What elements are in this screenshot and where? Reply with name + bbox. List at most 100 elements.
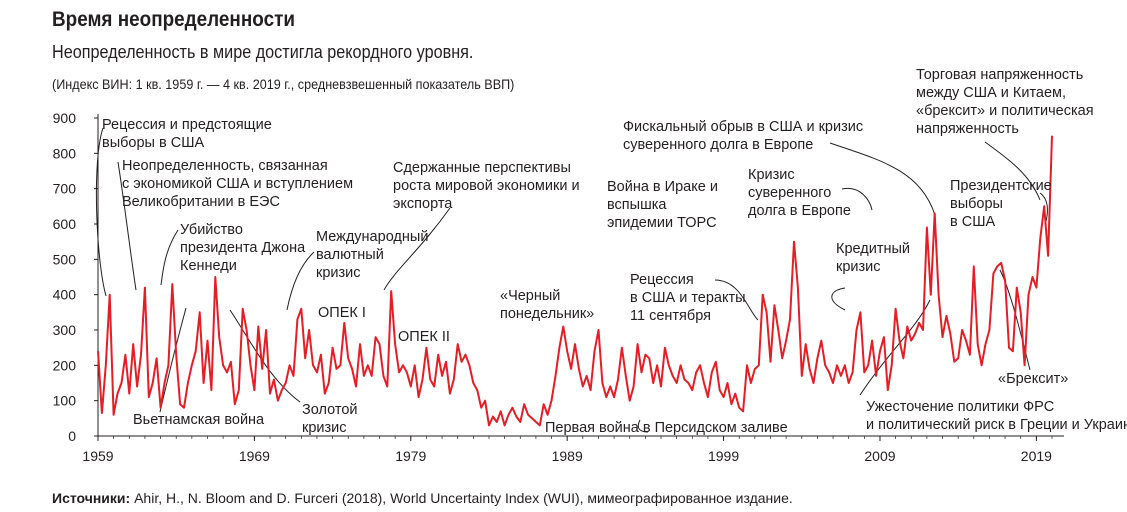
annotation-leader bbox=[984, 141, 1041, 201]
source-label: Источники: bbox=[52, 490, 131, 506]
annotation-label: «Брексит» bbox=[998, 371, 1068, 387]
annotation-line: Убийство bbox=[180, 222, 243, 238]
y-tick-label: 100 bbox=[53, 393, 77, 409]
annotation-leader bbox=[159, 307, 187, 413]
annotation-label: Рецессия и предстоящие выборы в США bbox=[102, 117, 272, 151]
annotation-line: Президентские bbox=[950, 178, 1052, 194]
annotation-line: кризис bbox=[302, 420, 347, 436]
annotation-label: Кризис суверенного долга в Европе bbox=[748, 167, 851, 219]
annotation-line: Неопределенность, связанная bbox=[122, 158, 328, 174]
annotation-label: Ужесточение политики ФРС и политический р… bbox=[866, 399, 1127, 433]
annotation-label: ОПЕК II bbox=[398, 329, 450, 345]
annotation-label: Убийство президента Джона Кеннеди bbox=[180, 222, 306, 274]
y-tick-label: 800 bbox=[53, 145, 77, 161]
annotation-line: эпидемии ТОРС bbox=[607, 215, 717, 231]
annotation-leader bbox=[841, 187, 873, 211]
annotation-line: в США bbox=[950, 214, 995, 230]
annotation-line: ОПЕК I bbox=[318, 305, 366, 321]
annotation-line: выборы bbox=[950, 196, 1003, 212]
annotation-label: Кредитный кризис bbox=[836, 241, 910, 275]
source-note: Источники: Ahir, H., N. Bloom and D. Fur… bbox=[52, 490, 793, 506]
y-tick-label: 400 bbox=[53, 287, 77, 303]
y-tick-label: 900 bbox=[53, 110, 77, 126]
y-tick-label: 200 bbox=[53, 357, 77, 373]
chart-note: (Индекс ВИН: 1 кв. 1959 г. — 4 кв. 2019 … bbox=[52, 76, 515, 92]
annotation-line: Вьетнамская война bbox=[133, 412, 265, 428]
annotation-line: кризис bbox=[836, 259, 881, 275]
annotation-line: «брексит» и политическая bbox=[916, 103, 1094, 119]
annotation-label: «Черный понедельник» bbox=[500, 288, 594, 322]
annotation-label: Золотой кризис bbox=[302, 402, 358, 436]
annotation-line: долга в Европе bbox=[748, 203, 851, 219]
annotation-line: Рецессия и предстоящие bbox=[102, 117, 272, 133]
x-tick-label: 1999 bbox=[708, 448, 739, 464]
annotation-leader bbox=[714, 279, 759, 321]
annotation-label: Президентские выборы в США bbox=[950, 178, 1052, 230]
annotation-line: Золотой bbox=[302, 402, 358, 418]
annotation-line: 11 сентября bbox=[630, 308, 711, 324]
annotation-line: ОПЕК II bbox=[398, 329, 450, 345]
annotation-line: Великобритании в ЕЭС bbox=[122, 194, 280, 210]
annotation-labels: Рецессия и предстоящие выборы в США Неопре… bbox=[102, 67, 1127, 436]
annotation-line: понедельник» bbox=[500, 306, 594, 322]
annotation-line: Первая война в Персидском заливе bbox=[545, 420, 788, 436]
annotation-leader bbox=[831, 287, 846, 311]
annotation-line: суверенного bbox=[748, 185, 831, 201]
annotation-line: «Черный bbox=[500, 288, 560, 304]
x-tick-label: 1979 bbox=[395, 448, 426, 464]
y-tick-label: 500 bbox=[53, 251, 77, 267]
source-text: Ahir, H., N. Bloom and D. Furceri (2018)… bbox=[130, 490, 793, 506]
annotation-line: напряженность bbox=[916, 121, 1019, 137]
annotation-label: Война в Ираке и вспышка эпидемии ТОРС bbox=[607, 179, 718, 231]
x-tick-label: 1959 bbox=[82, 448, 113, 464]
annotation-line: Кризис bbox=[748, 167, 795, 183]
annotation-label: Рецессия в США и теракты 11 сентября bbox=[630, 272, 746, 324]
annotation-leader bbox=[286, 251, 315, 311]
annotation-line: экспорта bbox=[393, 196, 453, 212]
annotation-line: суверенного долга в Европе bbox=[623, 137, 813, 153]
annotation-line: валютный bbox=[316, 247, 384, 263]
uncertainty-line-chart: 0 100 200 300 400 500 600 700 800 900 1959 1969 1979… bbox=[53, 67, 1127, 464]
annotation-line: выборы в США bbox=[102, 135, 205, 151]
annotation-line: Фискальный обрыв в США и кризис bbox=[623, 119, 863, 135]
annotation-line: в США и теракты bbox=[630, 290, 746, 306]
annotation-leader bbox=[95, 127, 107, 297]
annotation-leader bbox=[637, 419, 649, 433]
annotation-line: Сдержанные перспективы bbox=[393, 160, 571, 176]
annotation-line: роста мировой экономики и bbox=[393, 178, 580, 194]
annotation-line: Кредитный bbox=[836, 241, 910, 257]
y-tick-label: 0 bbox=[68, 428, 76, 444]
annotation-line: вспышка bbox=[607, 197, 667, 213]
annotation-line: между США и Китаем, bbox=[916, 85, 1066, 101]
y-tick-label: 700 bbox=[53, 181, 77, 197]
annotation-line: «Брексит» bbox=[998, 371, 1068, 387]
annotation-label: Сдержанные перспективы роста мировой экон… bbox=[393, 160, 580, 212]
annotation-label: Неопределенность, связанная с экономикой … bbox=[122, 158, 353, 210]
y-tick-label: 300 bbox=[53, 322, 77, 338]
annotation-leader bbox=[383, 207, 451, 291]
annotation-label: ОПЕК I bbox=[318, 305, 366, 321]
series-line bbox=[97, 135, 1053, 427]
annotation-leader bbox=[160, 229, 179, 286]
chart-subtitle: Неопределенность в мире достигла рекордн… bbox=[52, 42, 474, 62]
annotation-line: Ужесточение политики ФРС bbox=[866, 399, 1054, 415]
annotation-label: Фискальный обрыв в США и кризис суверенно… bbox=[623, 119, 863, 153]
annotation-label: Международный валютный кризис bbox=[316, 229, 428, 281]
chart-title: Время неопределенности bbox=[52, 8, 295, 31]
x-tick-label: 2019 bbox=[1021, 448, 1052, 464]
annotation-label: Вьетнамская война bbox=[133, 412, 265, 428]
annotation-line: Рецессия bbox=[630, 272, 694, 288]
y-tick-label: 600 bbox=[53, 216, 77, 232]
annotation-leader bbox=[829, 142, 936, 216]
annotation-label: Торговая напряженность между США и Китаем… bbox=[916, 67, 1094, 137]
annotation-line: и политический риск в Греции и Украине bbox=[866, 417, 1127, 433]
annotation-line: с экономикой США и вступлением bbox=[122, 176, 353, 192]
annotation-line: Война в Ираке и bbox=[607, 179, 718, 195]
annotation-line: Международный bbox=[316, 229, 428, 245]
x-tick-label: 2009 bbox=[864, 448, 895, 464]
chart-axes: 0 100 200 300 400 500 600 700 800 900 1959 1969 1979… bbox=[53, 110, 1064, 464]
annotation-leader bbox=[117, 161, 137, 291]
chart-series bbox=[97, 135, 1053, 427]
annotation-line: Кеннеди bbox=[180, 258, 237, 274]
annotation-line: кризис bbox=[316, 265, 361, 281]
